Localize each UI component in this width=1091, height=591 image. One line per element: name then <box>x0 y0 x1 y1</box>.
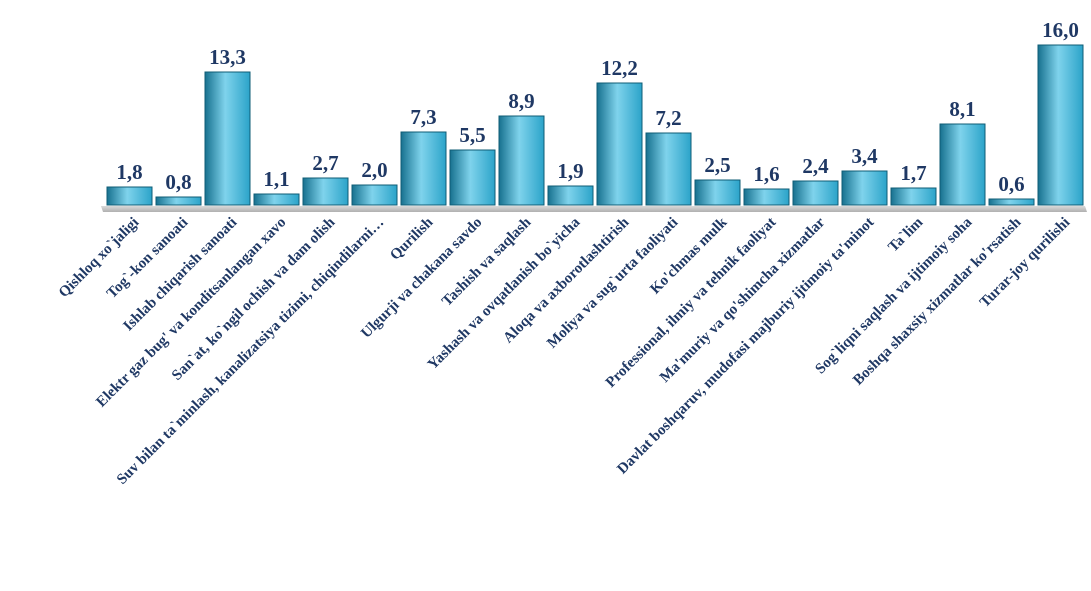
data-label: 2,4 <box>802 154 829 178</box>
bar <box>204 71 251 206</box>
bar <box>106 186 153 206</box>
data-label: 1,9 <box>557 159 583 183</box>
data-label: 3,4 <box>851 144 878 168</box>
category-label: Qishloq xo`jaligi <box>56 215 142 301</box>
bar <box>547 185 594 206</box>
category-label: Qurilish <box>387 214 437 264</box>
data-label: 2,0 <box>361 158 387 182</box>
category-label: Tashish va saqlash <box>439 214 535 310</box>
bar <box>939 123 986 206</box>
data-label: 7,2 <box>655 106 681 130</box>
bar <box>400 131 447 206</box>
bar <box>792 180 839 206</box>
data-label: 1,7 <box>900 161 926 185</box>
bar <box>498 115 545 206</box>
bar <box>351 184 398 206</box>
data-label: 8,9 <box>508 89 534 113</box>
data-label: 8,1 <box>949 97 975 121</box>
chart-baseline <box>101 206 1087 212</box>
bar <box>302 177 349 206</box>
bar <box>449 149 496 206</box>
data-label: 1,1 <box>263 167 289 191</box>
bar <box>155 196 202 206</box>
bar <box>596 82 643 206</box>
data-label: 7,3 <box>410 105 436 129</box>
category-label: Ta`lim <box>885 214 926 255</box>
data-label: 5,5 <box>459 123 485 147</box>
data-label: 2,7 <box>312 151 338 175</box>
data-label: 0,6 <box>998 172 1024 196</box>
bar <box>1037 44 1084 206</box>
data-label: 13,3 <box>209 45 246 69</box>
bar <box>841 170 888 206</box>
bar <box>645 132 692 206</box>
bar <box>253 193 300 206</box>
bar <box>694 179 741 206</box>
data-label: 0,8 <box>165 170 191 194</box>
bar <box>890 187 937 206</box>
data-label: 16,0 <box>1042 18 1079 42</box>
bar <box>988 198 1035 206</box>
data-label: 1,6 <box>753 162 779 186</box>
category-label: Turar-joy qurilishi <box>977 215 1073 311</box>
data-label: 1,8 <box>116 160 142 184</box>
data-label: 2,5 <box>704 153 730 177</box>
category-label: Professional, ilmiy va tehnik faoliyat <box>603 215 779 391</box>
data-label: 12,2 <box>601 56 638 80</box>
bar <box>743 188 790 206</box>
